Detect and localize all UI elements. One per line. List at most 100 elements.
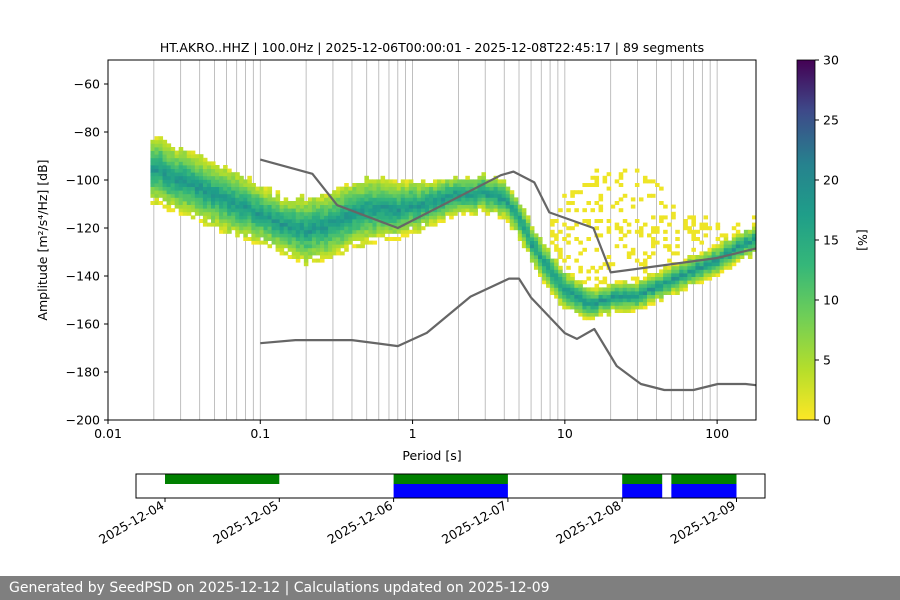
heatmap-cell [485, 193, 491, 198]
heatmap-cell [360, 197, 365, 202]
heatmap-cell [320, 226, 325, 231]
heatmap-cell [380, 222, 386, 227]
heatmap-cell [675, 283, 680, 288]
heatmap-cell [747, 237, 753, 241]
heatmap-cell [699, 240, 705, 245]
heatmap-cell [610, 294, 616, 299]
heatmap-cell [311, 247, 317, 252]
heatmap-cell [243, 193, 248, 198]
heatmap-cell [433, 204, 438, 209]
heatmap-cell [206, 197, 212, 202]
heatmap-cell [433, 222, 438, 227]
heatmap-cell [574, 309, 579, 313]
heatmap-cell [384, 229, 390, 234]
heatmap-cell [469, 193, 474, 198]
heatmap-cell [392, 211, 398, 216]
heatmap-cell [186, 157, 192, 162]
heatmap-cell [509, 211, 515, 216]
heatmap-cell [190, 179, 196, 184]
heatmap-cell [336, 247, 341, 252]
heatmap-cell [311, 258, 317, 263]
heatmap-cell [651, 229, 656, 234]
heatmap-cell [554, 269, 559, 274]
heatmap-cell [206, 211, 212, 216]
heatmap-cell [380, 215, 386, 220]
heatmap-cell [578, 298, 583, 303]
heatmap-cell [384, 208, 390, 213]
heatmap-cell [364, 201, 369, 205]
heatmap-cell [150, 150, 155, 155]
heatmap-cell [384, 211, 390, 216]
heatmap-cell [412, 186, 418, 191]
heatmap-cell [574, 305, 579, 310]
heatmap-cell [683, 276, 688, 281]
heatmap-cell [219, 229, 224, 234]
heatmap-cell [376, 226, 382, 231]
heatmap-cell [630, 251, 636, 256]
heatmap-cell [437, 193, 442, 198]
heatmap-cell [247, 222, 252, 227]
heatmap-cell [618, 280, 624, 285]
heatmap-cell [525, 226, 531, 231]
heatmap-cell [598, 312, 604, 317]
heatmap-cell [219, 211, 224, 216]
heatmap-cell [198, 197, 204, 202]
heatmap-cell [206, 161, 212, 166]
heatmap-cell [255, 229, 260, 234]
heatmap-cell [647, 193, 652, 198]
heatmap-cell [211, 161, 216, 166]
heatmap-cell [675, 276, 680, 281]
heatmap-cell [275, 226, 281, 231]
heatmap-cell [287, 211, 293, 216]
heatmap-cell [533, 262, 539, 267]
heatmap-cell [162, 157, 168, 162]
heatmap-cell [364, 190, 369, 195]
heatmap-cell [449, 186, 454, 191]
heatmap-cell [687, 276, 692, 281]
heatmap-cell [533, 237, 539, 241]
heatmap-cell [429, 211, 434, 216]
heatmap-cell [626, 298, 632, 303]
heatmap-cell [215, 197, 220, 202]
heatmap-cell [647, 280, 652, 285]
heatmap-cell [376, 215, 382, 220]
heatmap-cell [190, 168, 196, 173]
heatmap-cell [655, 294, 660, 299]
heatmap-cell [239, 222, 244, 227]
heatmap-cell [190, 201, 196, 205]
heatmap-cell [675, 291, 680, 295]
heatmap-cell [457, 186, 462, 191]
heatmap-cell [420, 215, 426, 220]
heatmap-cell [598, 233, 604, 238]
x-tick-label: 10 [557, 426, 573, 441]
heatmap-cell [647, 291, 652, 295]
heatmap-cell [352, 186, 357, 191]
heatmap-cell [239, 186, 244, 191]
heatmap-cell [211, 204, 216, 209]
heatmap-cell [699, 269, 705, 274]
heatmap-cell [328, 240, 333, 245]
heatmap-cell [719, 240, 725, 245]
heatmap-cell [215, 193, 220, 198]
heatmap-cell [332, 251, 337, 256]
heatmap-cell [368, 229, 373, 234]
heatmap-cell [243, 226, 248, 231]
heatmap-cell [235, 183, 240, 187]
heatmap-cell [174, 168, 180, 173]
heatmap-cell [194, 161, 200, 166]
heatmap-cell [424, 193, 430, 198]
heatmap-cell [538, 262, 543, 267]
timeline-tick-label: 2025-12-09 [668, 498, 738, 547]
heatmap-cell [178, 175, 184, 180]
heatmap-cell [388, 197, 394, 202]
heatmap-cell [328, 247, 333, 252]
heatmap-cell [336, 190, 341, 195]
heatmap-cell [675, 244, 680, 249]
heatmap-cell [303, 215, 309, 220]
heatmap-cell [554, 273, 559, 277]
heatmap-cell [170, 161, 176, 166]
heatmap-cell [336, 193, 341, 198]
heatmap-cell [529, 258, 535, 263]
heatmap-cell [659, 215, 664, 220]
heatmap-cell [336, 251, 341, 256]
